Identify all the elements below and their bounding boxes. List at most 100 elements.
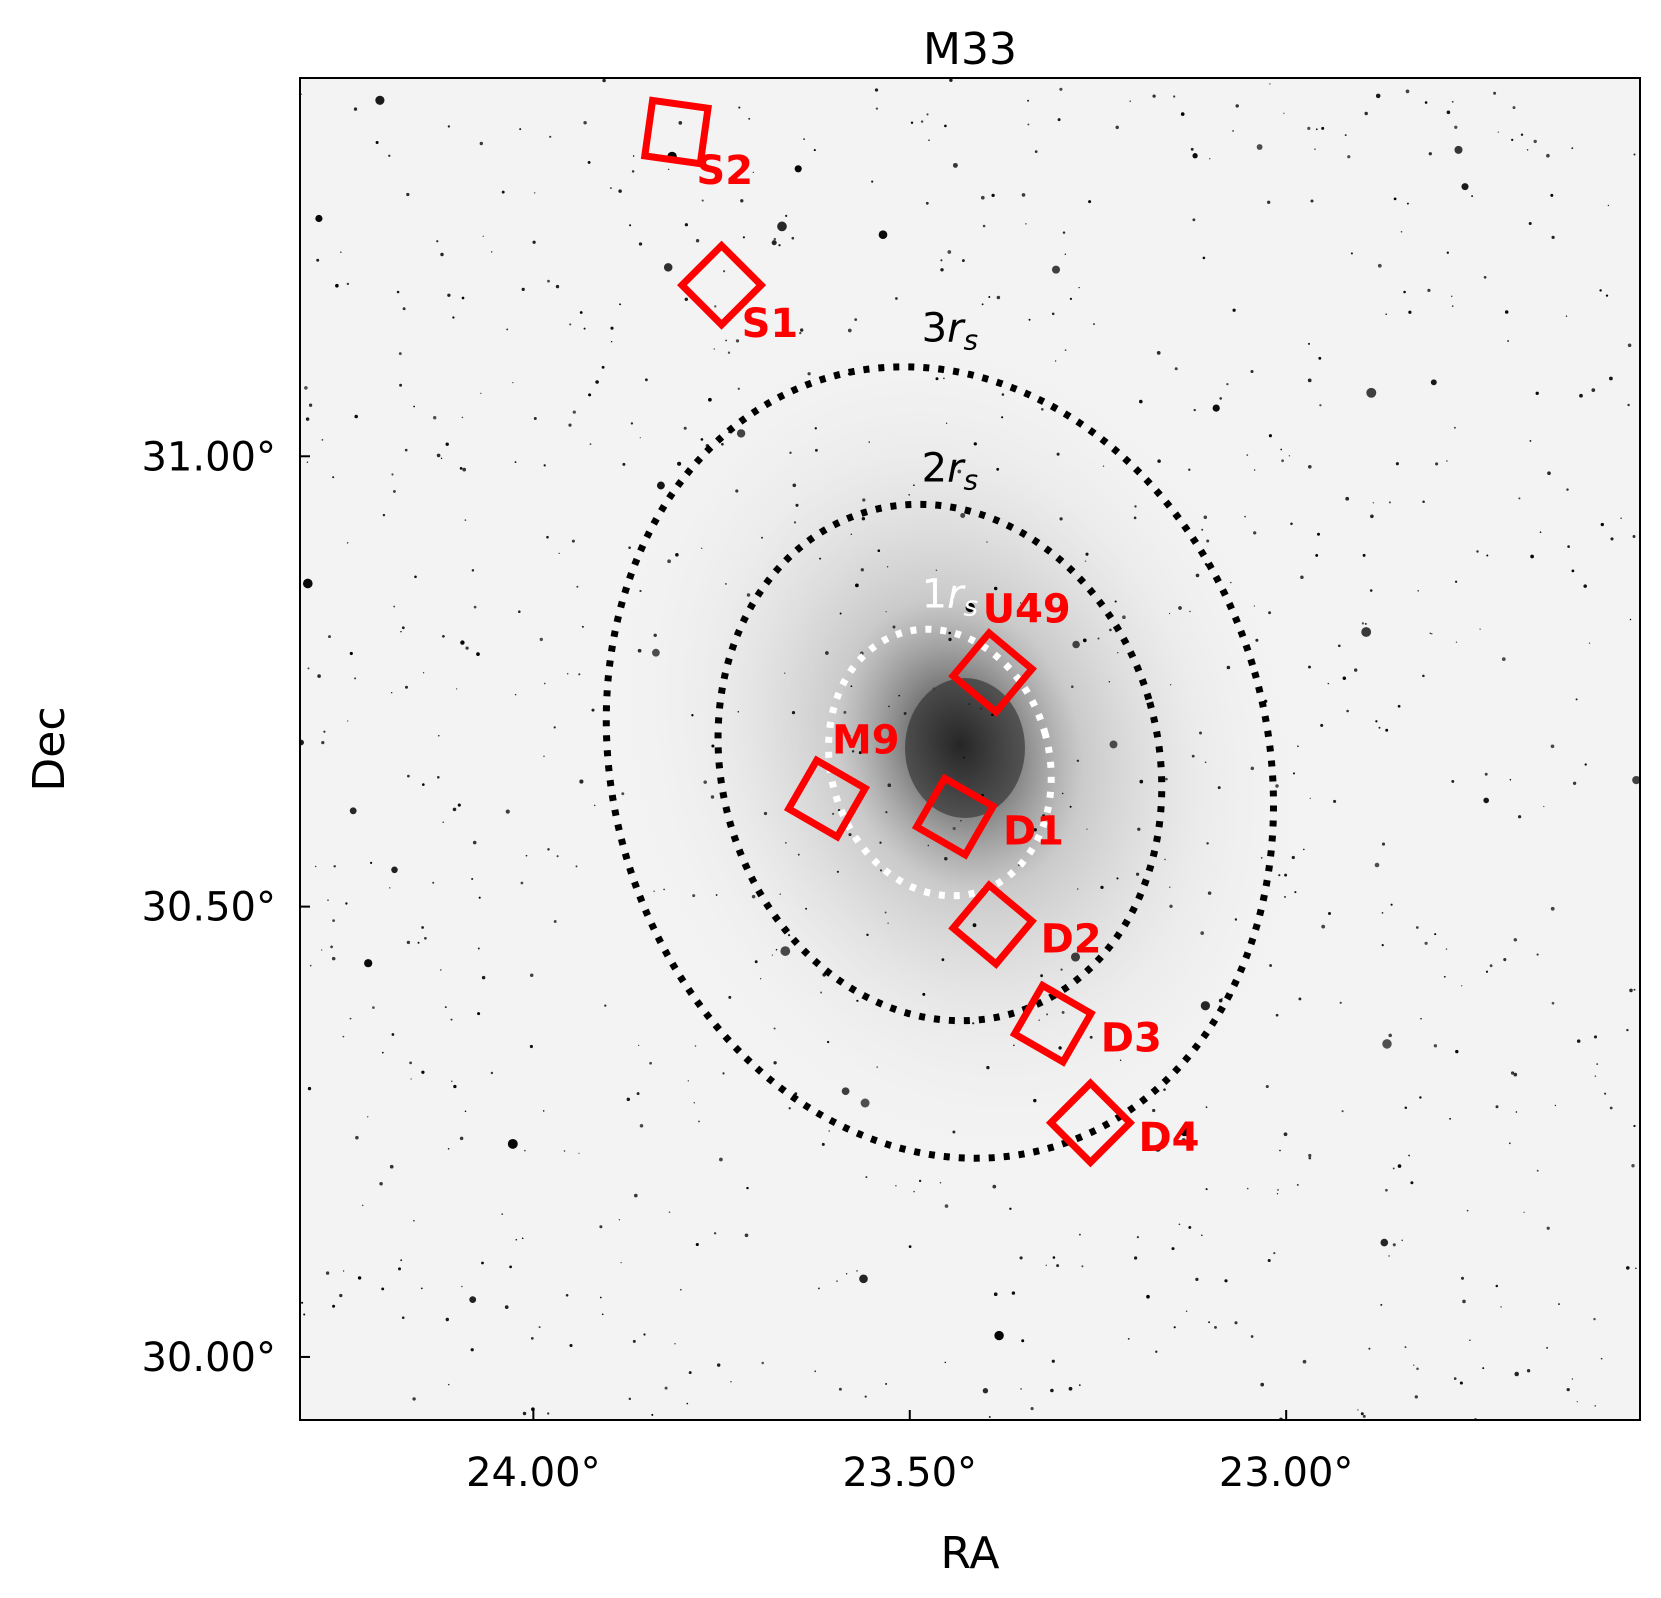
star — [993, 586, 998, 591]
star — [693, 1102, 695, 1104]
star — [1385, 1188, 1388, 1192]
star — [876, 1066, 878, 1068]
star — [785, 842, 787, 844]
star — [1453, 1377, 1457, 1380]
star — [450, 1018, 453, 1021]
star — [1051, 1359, 1055, 1363]
star — [599, 1296, 602, 1299]
star — [1145, 1135, 1149, 1138]
star — [1520, 133, 1524, 136]
star — [1046, 1013, 1049, 1016]
star — [1392, 1167, 1395, 1170]
star — [1146, 1294, 1150, 1299]
star — [1567, 545, 1570, 548]
star — [304, 386, 308, 390]
star — [422, 672, 425, 674]
star — [1434, 933, 1437, 936]
star — [305, 417, 310, 421]
star — [1038, 1019, 1040, 1021]
star — [805, 907, 808, 910]
star — [885, 811, 888, 814]
star — [820, 991, 823, 994]
star — [740, 199, 744, 203]
star — [549, 135, 552, 138]
star — [1298, 997, 1302, 1001]
star — [1062, 231, 1066, 234]
star — [391, 1033, 395, 1036]
star — [563, 1150, 566, 1152]
star — [1424, 941, 1428, 945]
star — [725, 339, 727, 342]
star — [339, 1293, 343, 1298]
star — [1430, 379, 1437, 386]
star — [482, 235, 484, 237]
star — [1451, 100, 1454, 103]
star — [399, 383, 403, 387]
star — [988, 296, 991, 298]
star — [1360, 1412, 1364, 1416]
star — [1027, 123, 1030, 126]
star — [1523, 1211, 1525, 1213]
star — [836, 870, 839, 873]
star — [1382, 1039, 1392, 1049]
star — [1310, 199, 1314, 203]
star — [591, 708, 595, 712]
star — [1235, 104, 1239, 108]
star — [692, 894, 696, 898]
star — [452, 316, 455, 319]
star — [1288, 455, 1291, 457]
y-axis-ticks: 31.00° 30.50° 30.00° — [141, 434, 310, 1381]
star — [1276, 1193, 1279, 1195]
star — [1275, 784, 1279, 788]
star — [1629, 988, 1633, 993]
star — [437, 776, 440, 779]
star — [1485, 970, 1489, 973]
star — [991, 193, 995, 198]
star — [328, 635, 331, 639]
star — [447, 125, 451, 128]
star — [621, 792, 625, 796]
star — [543, 464, 546, 467]
star — [1020, 1388, 1022, 1390]
star — [1433, 1044, 1438, 1048]
star — [1345, 496, 1350, 501]
star — [1174, 367, 1178, 371]
star — [751, 894, 756, 899]
star — [855, 583, 859, 588]
star — [1397, 704, 1401, 708]
star — [1339, 1001, 1342, 1004]
star — [695, 1242, 699, 1247]
star — [927, 844, 930, 847]
star — [588, 393, 592, 397]
star — [1390, 903, 1393, 906]
star — [1226, 665, 1231, 670]
star — [1364, 622, 1367, 625]
star — [1206, 539, 1210, 543]
star — [307, 1086, 312, 1091]
star — [1374, 862, 1380, 868]
star — [871, 180, 874, 183]
star — [330, 945, 333, 949]
star — [406, 940, 411, 945]
star — [785, 214, 788, 217]
star — [347, 720, 349, 722]
field-marker-s2 — [640, 96, 712, 168]
star — [825, 651, 829, 655]
star — [1489, 964, 1493, 968]
y-tick-label: 30.50° — [141, 885, 276, 931]
star — [366, 1116, 369, 1118]
star — [1133, 516, 1137, 520]
star — [678, 121, 683, 125]
star — [547, 848, 550, 851]
star — [865, 1176, 868, 1179]
star — [1283, 895, 1287, 898]
star — [1346, 709, 1349, 713]
star — [514, 693, 517, 696]
star — [518, 610, 521, 613]
star — [1200, 1234, 1203, 1237]
star — [436, 453, 441, 458]
star — [686, 1402, 689, 1405]
star — [1181, 1138, 1187, 1143]
star — [1277, 1189, 1279, 1191]
star — [1195, 573, 1200, 578]
